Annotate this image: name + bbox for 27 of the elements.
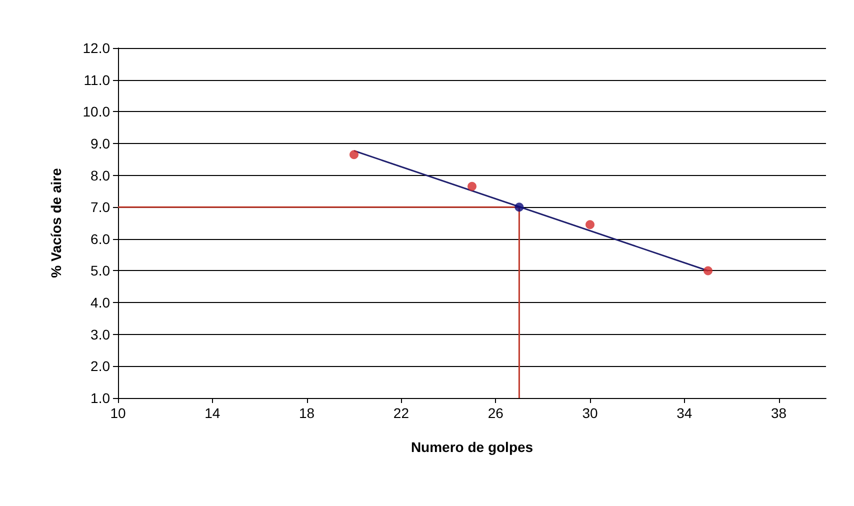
y-tick-label: 5.0 — [90, 262, 110, 279]
y-tick-label: 6.0 — [90, 230, 110, 247]
x-tick-label: 30 — [582, 405, 598, 421]
point — [514, 202, 524, 212]
y-tick-label: 3.0 — [90, 326, 110, 342]
y-tick-label: 1.0 — [90, 390, 110, 406]
point — [350, 150, 358, 160]
y-tick-label: 10.0 — [82, 104, 110, 120]
y-tick-label: 2.0 — [90, 358, 110, 374]
point — [586, 220, 594, 230]
x-tick-label: 22 — [393, 405, 410, 421]
y-tick-label: 11.0 — [84, 72, 110, 88]
point — [468, 182, 476, 191]
x-tick-label: 38 — [771, 405, 787, 421]
y-tick-label: 12.0 — [82, 40, 110, 56]
x-axis-title: Numero de golpes — [410, 439, 534, 455]
y-tick-label: 8.0 — [90, 167, 110, 184]
y-tick-label: 9.0 — [90, 135, 110, 152]
y-axis-title: % Vacíos de aire — [48, 168, 64, 278]
y-tick-label: 7.0 — [90, 199, 110, 216]
x-tick-label: 26 — [488, 405, 504, 421]
x-tick-label: 18 — [299, 405, 315, 421]
y-tick-label: 4.0 — [90, 294, 110, 311]
x-tick-label: 14 — [204, 405, 220, 421]
x-tick-label: 10 — [110, 405, 126, 421]
point — [704, 266, 712, 276]
x-tick-label: 34 — [676, 405, 692, 421]
